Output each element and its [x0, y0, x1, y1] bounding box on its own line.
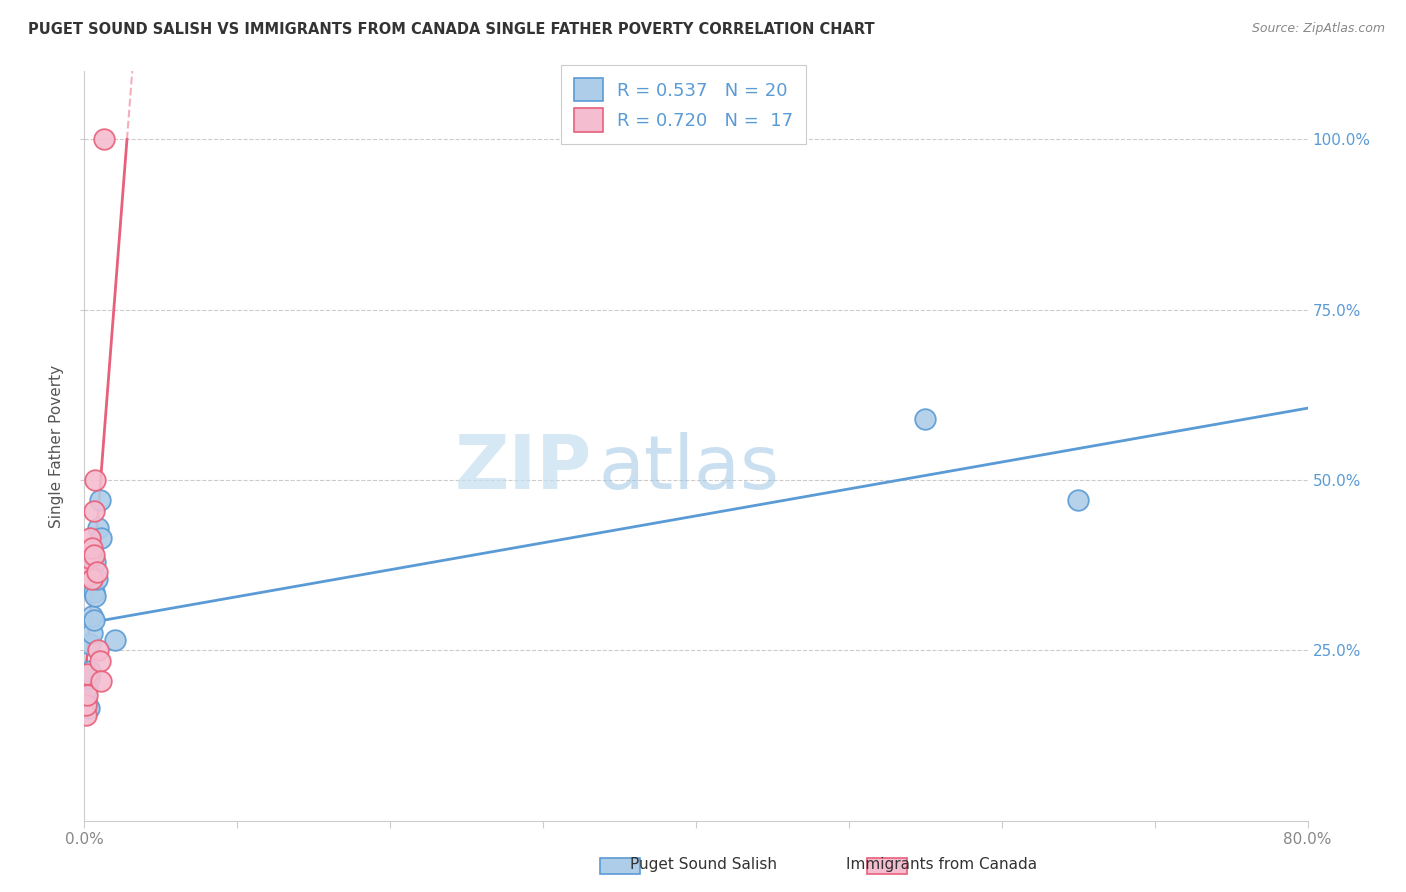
Text: Immigrants from Canada: Immigrants from Canada	[846, 857, 1038, 872]
Point	[84, 555, 107, 569]
Point	[77, 551, 100, 566]
Point	[84, 473, 107, 487]
Point	[87, 643, 110, 657]
Point	[79, 636, 101, 650]
Point	[75, 708, 97, 723]
Point	[76, 688, 98, 702]
Point	[79, 664, 101, 678]
Point	[83, 585, 105, 599]
Point	[914, 411, 936, 425]
Point	[75, 694, 97, 708]
Point	[87, 521, 110, 535]
Bar	[868, 858, 907, 874]
Point	[80, 541, 103, 556]
Text: Source: ZipAtlas.com: Source: ZipAtlas.com	[1251, 22, 1385, 36]
Point	[90, 531, 112, 545]
Y-axis label: Single Father Poverty: Single Father Poverty	[49, 365, 65, 527]
Point	[80, 626, 103, 640]
Point	[77, 568, 100, 582]
Point	[104, 633, 127, 648]
Point	[86, 572, 108, 586]
Point	[77, 671, 100, 685]
Point	[83, 613, 105, 627]
Point	[80, 609, 103, 624]
Point	[89, 654, 111, 668]
Point	[83, 504, 105, 518]
Bar	[600, 858, 640, 874]
Point	[79, 531, 101, 545]
Point	[75, 698, 97, 712]
Point	[93, 132, 115, 146]
Point	[76, 698, 98, 712]
Text: PUGET SOUND SALISH VS IMMIGRANTS FROM CANADA SINGLE FATHER POVERTY CORRELATION C: PUGET SOUND SALISH VS IMMIGRANTS FROM CA…	[28, 22, 875, 37]
Legend: R = 0.537   N = 20, R = 0.720   N =  17: R = 0.537 N = 20, R = 0.720 N = 17	[561, 65, 806, 145]
Point	[90, 673, 112, 688]
Text: atlas: atlas	[598, 432, 779, 505]
Text: ZIP: ZIP	[454, 432, 592, 505]
Point	[77, 701, 100, 715]
Text: Puget Sound Salish: Puget Sound Salish	[630, 857, 776, 872]
Point	[76, 681, 98, 695]
Point	[76, 667, 98, 681]
Point	[89, 493, 111, 508]
Point	[80, 572, 103, 586]
Point	[83, 548, 105, 562]
Point	[86, 565, 108, 579]
Point	[84, 589, 107, 603]
Point	[1067, 493, 1090, 508]
